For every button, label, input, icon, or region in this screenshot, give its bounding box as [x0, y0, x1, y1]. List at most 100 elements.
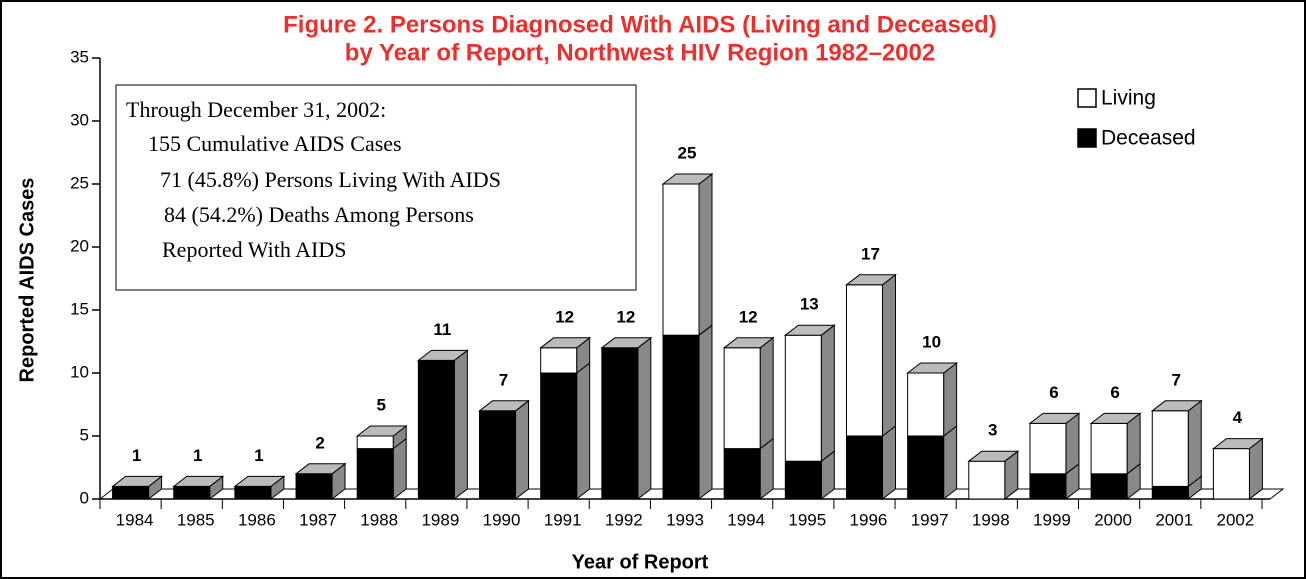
x-tick-label: 1998: [972, 510, 1010, 529]
y-tick-label: 25: [70, 173, 89, 192]
bar-top: [539, 337, 592, 349]
y-tick-label: 35: [70, 47, 89, 66]
x-tick-label: 1984: [116, 510, 154, 529]
bar-top: [1089, 412, 1142, 424]
bar: [356, 435, 394, 450]
bar-top: [845, 274, 897, 286]
bar: [479, 410, 517, 500]
bar-top: [172, 475, 225, 487]
x-tick-label: 1987: [299, 510, 337, 529]
bar: [1151, 485, 1189, 500]
chart-title: Figure 2. Persons Diagnosed With AIDS (L…: [283, 11, 997, 38]
value-label: 12: [616, 307, 635, 326]
x-tick-label: 1988: [360, 510, 398, 529]
bar-side: [515, 399, 530, 501]
y-tick-label: 5: [80, 425, 89, 444]
legend-swatch: [1077, 128, 1097, 148]
bar: [1212, 448, 1250, 500]
value-label: 5: [376, 395, 385, 414]
bar-top: [661, 173, 714, 185]
y-tick-label: 20: [70, 236, 89, 255]
bar: [295, 473, 333, 500]
bar-top: [478, 400, 530, 412]
bar: [112, 485, 150, 500]
x-tick-label: 1989: [421, 510, 459, 529]
bar-side: [820, 324, 835, 463]
x-tick-label: 1985: [177, 510, 215, 529]
x-tick-label: 1995: [788, 510, 826, 529]
value-label: 25: [678, 143, 697, 162]
value-label: 17: [861, 244, 880, 263]
x-tick-label: 1999: [1033, 510, 1071, 529]
bar: [845, 435, 883, 500]
y-tick-label: 10: [70, 362, 89, 381]
annotation: 84 (54.2%) Deaths Among Persons: [164, 202, 474, 227]
bar-top: [906, 362, 959, 374]
value-label: 6: [1110, 383, 1119, 402]
y-tick-label: 15: [70, 299, 89, 318]
bar: [1090, 422, 1128, 475]
bar: [1029, 473, 1067, 500]
annotation: Through December 31, 2002:: [126, 97, 386, 122]
y-tick-label: 0: [80, 488, 89, 507]
bar-side: [943, 361, 958, 438]
annotation: 71 (45.8%) Persons Living With AIDS: [160, 167, 501, 192]
bar: [662, 334, 700, 500]
x-tick-label: 1991: [544, 510, 582, 529]
x-tick-label: 1990: [483, 510, 521, 529]
bar: [907, 435, 945, 500]
bar-top: [233, 475, 286, 487]
value-label: 3: [988, 421, 997, 440]
x-tick-label: 1986: [238, 510, 276, 529]
bar-side: [698, 172, 713, 337]
legend-swatch: [1077, 88, 1097, 108]
x-tick-label: 2001: [1155, 510, 1193, 529]
x-tick-label: 1992: [605, 510, 643, 529]
value-label: 4: [1233, 408, 1243, 427]
value-label: 12: [739, 307, 758, 326]
value-label: 11: [433, 320, 451, 339]
x-tick-label: 2002: [1217, 510, 1255, 529]
bar: [723, 347, 761, 450]
bar: [1090, 473, 1128, 500]
y-tick-label: 30: [70, 110, 89, 129]
bar: [784, 460, 822, 500]
bar-side: [881, 424, 896, 501]
bar-top: [600, 337, 653, 349]
x-axis-label: Year of Report: [572, 551, 709, 573]
bar: [234, 485, 272, 500]
value-label: 1: [193, 446, 202, 465]
x-tick-label: 1997: [911, 510, 949, 529]
bar-top: [783, 324, 836, 336]
bar-top: [355, 425, 408, 437]
bar-side: [453, 349, 468, 501]
x-tick-label: 1996: [850, 510, 888, 529]
bar-top: [1028, 412, 1081, 424]
bar-side: [698, 324, 713, 501]
bar: [356, 448, 394, 500]
bar: [173, 485, 211, 500]
bar: [1151, 410, 1189, 487]
bar-top: [416, 349, 469, 361]
bar: [662, 183, 700, 336]
bar-top: [1211, 438, 1264, 450]
bar-top: [1150, 400, 1203, 412]
bar-side: [1187, 399, 1202, 488]
bar: [1029, 422, 1067, 475]
bar: [417, 359, 455, 500]
value-label: 6: [1049, 383, 1058, 402]
bar: [907, 372, 945, 437]
x-tick-label: 1993: [666, 510, 704, 529]
legend-label: Living: [1101, 87, 1156, 110]
value-label: 2: [315, 433, 324, 452]
value-label: 12: [555, 307, 574, 326]
bar: [845, 284, 883, 437]
bar-side: [637, 336, 652, 501]
x-tick-label: 2000: [1094, 510, 1132, 529]
bar-top: [294, 463, 347, 475]
bar-side: [576, 361, 591, 501]
value-label: 1: [132, 446, 141, 465]
value-label: 13: [800, 295, 819, 314]
